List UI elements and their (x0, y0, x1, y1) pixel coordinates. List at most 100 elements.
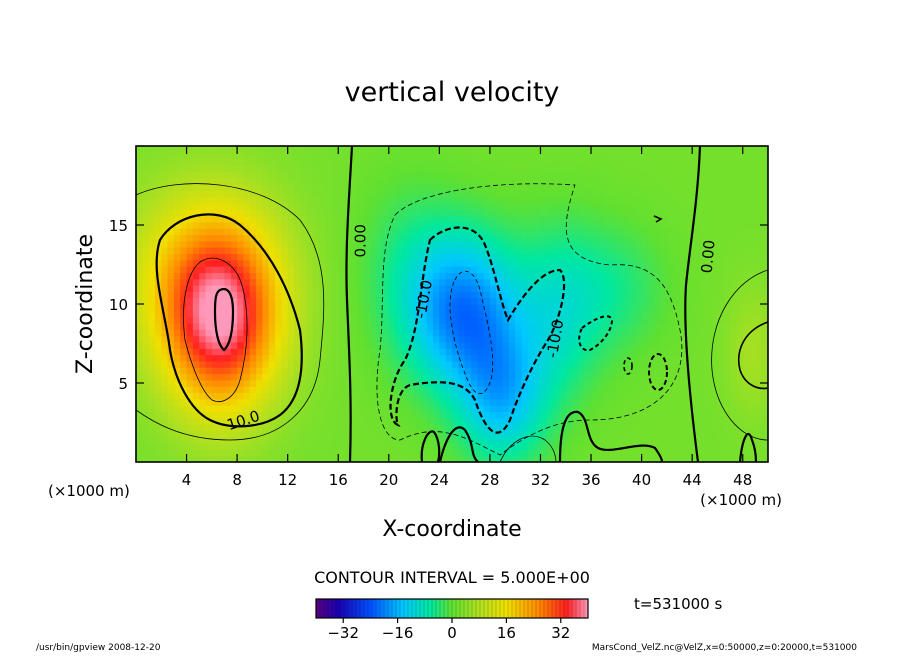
field-cell (218, 178, 225, 185)
field-cell (382, 411, 389, 418)
field-cell (503, 405, 510, 412)
field-cell (490, 291, 497, 298)
field-cell (187, 323, 194, 330)
field-cell (288, 449, 295, 456)
field-cell (281, 298, 288, 305)
field-cell (623, 228, 630, 235)
field-cell (458, 228, 465, 235)
field-cell (597, 247, 604, 254)
field-cell (749, 392, 756, 399)
field-cell (256, 146, 263, 153)
field-cell (243, 399, 250, 406)
field-cell (496, 317, 503, 324)
field-cell (433, 342, 440, 349)
field-cell (736, 355, 743, 362)
field-cell (515, 367, 522, 374)
field-cell (484, 399, 491, 406)
field-cell (149, 253, 156, 260)
field-cell (237, 304, 244, 311)
field-cell (471, 152, 478, 159)
field-cell (382, 247, 389, 254)
field-cell (724, 203, 731, 210)
field-cell (572, 310, 579, 317)
field-cell (401, 190, 408, 197)
field-cell (623, 272, 630, 279)
field-cell (522, 159, 529, 166)
field-cell (540, 216, 547, 223)
field-cell (661, 323, 668, 330)
field-cell (711, 317, 718, 324)
field-cell (578, 222, 585, 229)
field-cell (673, 241, 680, 248)
field-cell (616, 272, 623, 279)
field-cell (149, 190, 156, 197)
field-cell (749, 304, 756, 311)
field-cell (724, 437, 731, 444)
field-cell (364, 260, 371, 267)
field-cell (736, 190, 743, 197)
field-cell (237, 234, 244, 241)
field-cell (250, 304, 257, 311)
field-cell (591, 405, 598, 412)
field-cell (395, 443, 402, 450)
field-cell (389, 190, 396, 197)
field-cell (736, 317, 743, 324)
field-cell (199, 228, 206, 235)
field-cell (661, 329, 668, 336)
field-cell (149, 146, 156, 153)
field-cell (136, 146, 143, 153)
field-cell (262, 449, 269, 456)
field-cell (281, 304, 288, 311)
field-cell (161, 260, 168, 267)
field-cell (743, 304, 750, 311)
field-cell (427, 437, 434, 444)
field-cell (269, 152, 276, 159)
field-cell (250, 367, 257, 374)
field-cell (515, 405, 522, 412)
field-cell (604, 399, 611, 406)
field-cell (338, 234, 345, 241)
field-cell (572, 336, 579, 343)
field-cell (724, 443, 731, 450)
field-cell (313, 197, 320, 204)
field-cell (231, 443, 238, 450)
field-cell (553, 241, 560, 248)
field-cell (382, 159, 389, 166)
field-cell (136, 253, 143, 260)
field-cell (269, 222, 276, 229)
field-cell (155, 152, 162, 159)
field-cell (604, 361, 611, 368)
field-cell (212, 152, 219, 159)
field-cell (547, 411, 554, 418)
field-cell (490, 184, 497, 191)
field-cell (288, 152, 295, 159)
field-cell (439, 418, 446, 425)
field-cell (484, 165, 491, 172)
field-cell (509, 159, 516, 166)
field-cell (243, 298, 250, 305)
field-cell (673, 159, 680, 166)
field-cell (149, 310, 156, 317)
field-cell (623, 146, 630, 153)
field-cell (673, 171, 680, 178)
field-cell (635, 361, 642, 368)
field-cell (610, 234, 617, 241)
field-cell (730, 171, 737, 178)
field-cell (465, 348, 472, 355)
field-cell (597, 285, 604, 292)
field-cell (155, 437, 162, 444)
field-cell (174, 247, 181, 254)
field-cell (490, 171, 497, 178)
field-cell (749, 152, 756, 159)
field-cell (661, 443, 668, 450)
field-cell (187, 437, 194, 444)
field-cell (326, 418, 333, 425)
field-cell (357, 449, 364, 456)
field-cell (616, 392, 623, 399)
field-cell (490, 304, 497, 311)
field-cell (673, 437, 680, 444)
field-cell (629, 228, 636, 235)
field-cell (250, 197, 257, 204)
field-cell (503, 374, 510, 381)
field-cell (566, 178, 573, 185)
